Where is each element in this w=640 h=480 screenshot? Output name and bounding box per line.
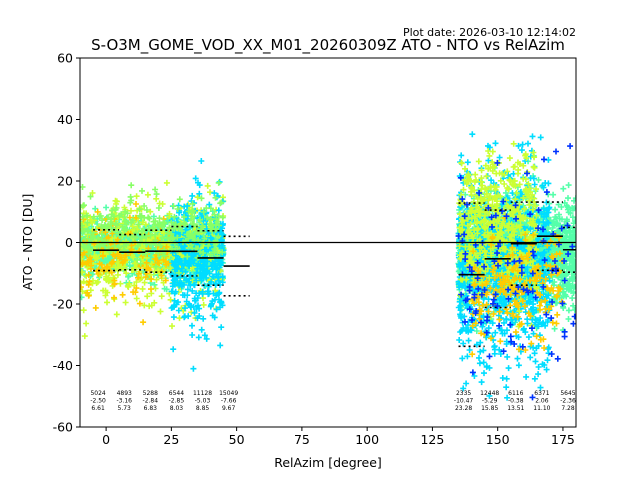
bin-stat-2-std: 5.73 xyxy=(118,405,132,412)
bin-stat-2-mean: -3.16 xyxy=(116,398,132,405)
bin-stat-2-count: 4893 xyxy=(117,390,132,397)
bin-stat-10-std: 11.10 xyxy=(533,405,550,412)
bin-stat-4-mean: -2.85 xyxy=(169,398,185,405)
x-tick-label-5: 100 xyxy=(355,432,379,447)
bin-stat-3-mean: -2.84 xyxy=(143,398,159,405)
bin-stat-3-std: 6.83 xyxy=(144,405,158,412)
scatter-markers xyxy=(168,158,227,372)
bin-stat-8-mean: -5.29 xyxy=(482,398,498,405)
y-tick-label-6: 40 xyxy=(57,112,73,127)
point-cluster-9 xyxy=(455,143,576,401)
bin-stat-7-mean: -10.47 xyxy=(454,398,474,405)
bin-stat-1-mean: -2.50 xyxy=(90,398,106,405)
bin-stat-11-std: 7.28 xyxy=(561,405,575,412)
x-tick-label-2: 25 xyxy=(163,432,179,447)
bin-stat-10-mean: 2.06 xyxy=(535,398,549,405)
x-tick-label-7: 150 xyxy=(486,432,510,447)
bin-stat-8-std: 15.85 xyxy=(481,405,498,412)
bin-stat-5-count: 11128 xyxy=(193,390,212,397)
scatter-markers xyxy=(469,214,566,358)
bin-stat-9-std: 13.51 xyxy=(507,405,524,412)
bin-stat-6-mean: -7.66 xyxy=(221,398,237,405)
y-tick-label-4: 0 xyxy=(65,235,73,250)
y-tick-label-7: 60 xyxy=(57,51,73,66)
bin-stat-11-mean: -2.36 xyxy=(560,398,576,405)
y-tick-label-5: 20 xyxy=(57,174,73,189)
point-cluster-3 xyxy=(168,158,227,372)
x-tick-label-3: 50 xyxy=(229,432,245,447)
bin-stat-10-count: 6371 xyxy=(534,390,549,397)
y-tick-label-1: -60 xyxy=(53,420,73,435)
y-tick-label-2: -40 xyxy=(53,358,73,373)
x-tick-label-4: 75 xyxy=(294,432,310,447)
point-cluster-8 xyxy=(469,214,566,358)
y-tick-label-3: -20 xyxy=(53,297,73,312)
bin-stat-1-count: 5024 xyxy=(90,390,105,397)
x-tick-label-8: 175 xyxy=(551,432,575,447)
bin-stat-7-count: 2335 xyxy=(456,390,471,397)
axis-ticks: 0 25 50 75 100 125 150 175 -60 -40 -20 0 20 40 60 xyxy=(53,51,575,448)
bin-stat-4-std: 8.03 xyxy=(170,405,184,412)
scatter-markers xyxy=(455,143,576,401)
bin-stat-7-std: 23.28 xyxy=(455,405,472,412)
bin-stat-6-std: 9.67 xyxy=(222,405,236,412)
bin-stat-11-count: 5645 xyxy=(560,390,575,397)
bin-stat-8-count: 12448 xyxy=(480,390,499,397)
bin-stat-4-count: 6544 xyxy=(169,390,184,397)
x-tick-label-1: 0 xyxy=(102,432,110,447)
x-axis-label: RelAzim [degree] xyxy=(274,455,382,470)
chart-title: S-O3M_GOME_VOD_XX_M01_20260309Z ATO - NT… xyxy=(91,36,565,55)
bin-stat-3-count: 5288 xyxy=(143,390,158,397)
bin-stat-1-std: 6.61 xyxy=(91,405,105,412)
scatter-points xyxy=(80,131,576,401)
bin-stat-5-std: 8.85 xyxy=(196,405,210,412)
y-axis-label: ATO - NTO [DU] xyxy=(20,194,35,291)
bin-stat-6-count: 15049 xyxy=(219,390,238,397)
plot-date-text: Plot date: 2026-03-10 12:14:02 xyxy=(403,26,576,39)
statistics-overlay: 5024-2.506.61 4893-3.165.73 5288-2.846.83 6… xyxy=(80,201,576,412)
x-tick-label-6: 125 xyxy=(420,432,444,447)
bin-stat-9-count: 6116 xyxy=(508,390,523,397)
bin-stat-5-mean: -5.03 xyxy=(195,398,211,405)
bin-stat-9-mean: -0.38 xyxy=(508,398,524,405)
